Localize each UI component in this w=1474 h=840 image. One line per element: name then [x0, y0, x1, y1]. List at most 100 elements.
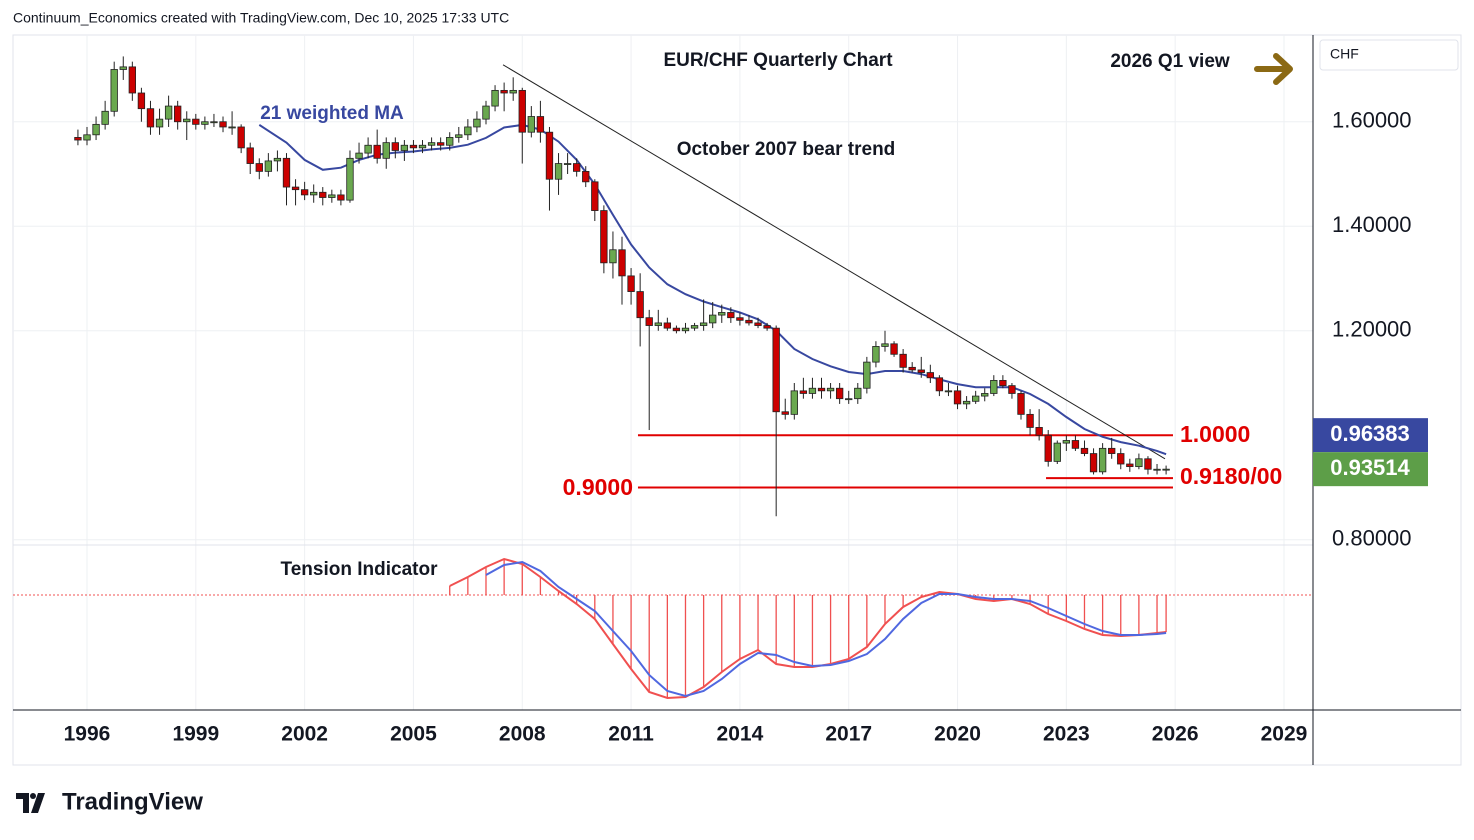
candle-body — [681, 327, 690, 332]
candle-body — [355, 152, 363, 159]
candle-body — [319, 191, 327, 198]
brand: TradingView — [62, 788, 203, 815]
candle-body — [636, 291, 644, 319]
candle-body — [899, 353, 907, 368]
candle-body — [455, 134, 463, 138]
candle-body — [1044, 434, 1052, 462]
x-tick-label: 1999 — [172, 723, 219, 746]
y-tick-label: 1.60000 — [1332, 108, 1412, 133]
candle-body — [745, 319, 753, 324]
candle-body — [509, 89, 517, 94]
level-label: 0.9000 — [563, 474, 633, 500]
candle-body — [1035, 427, 1043, 436]
view-arrow — [1254, 53, 1293, 85]
ma-label: 21 weighted MA — [260, 103, 404, 124]
candle-body — [264, 160, 273, 172]
candle-body — [101, 110, 109, 125]
candle-body — [1089, 453, 1098, 473]
candle-body — [962, 400, 971, 405]
candle-body — [926, 372, 934, 379]
candle-body — [1080, 447, 1089, 454]
candle-body — [255, 163, 263, 172]
candle-body — [763, 325, 771, 329]
candle-body — [727, 312, 735, 319]
candle-body — [972, 395, 980, 402]
candle-body — [164, 105, 173, 120]
candle-body — [718, 312, 726, 316]
candle-body — [1071, 440, 1080, 449]
currency-box — [1319, 39, 1459, 71]
candle-body — [210, 121, 218, 124]
logo — [16, 793, 45, 813]
candle-body — [192, 118, 200, 125]
candle-body — [228, 126, 236, 129]
candle-body — [328, 194, 336, 198]
candle-body — [754, 322, 762, 326]
candle-body — [373, 144, 381, 159]
candle-body — [119, 66, 127, 70]
plot — [13, 56, 1313, 700]
level-label: 1.0000 — [1180, 421, 1250, 447]
x-tick-label: 2020 — [934, 723, 981, 746]
candle-body — [872, 346, 880, 363]
ma-price-label: 0.96383 — [1330, 421, 1410, 446]
candle-body — [237, 126, 245, 149]
y-tick-label: 0.80000 — [1332, 526, 1412, 551]
candle-body — [1126, 463, 1134, 468]
candle-body — [300, 189, 309, 196]
candle-body — [600, 210, 608, 264]
candle-body — [826, 387, 835, 392]
candle-body — [917, 369, 925, 373]
candle-body — [1153, 468, 1161, 471]
candle-body — [582, 170, 590, 183]
candle-body — [908, 366, 916, 371]
candle-body — [609, 249, 617, 264]
candle-body — [881, 343, 889, 347]
candle-body — [346, 157, 354, 201]
candle-body — [709, 314, 717, 324]
indicator-title: Tension Indicator — [281, 559, 439, 580]
candle-body — [1162, 468, 1170, 471]
candle-body — [282, 157, 291, 188]
candle-body — [554, 163, 563, 180]
candle-body — [563, 163, 572, 165]
candle-body — [92, 123, 100, 136]
candle-body — [663, 322, 672, 329]
candle-body — [953, 390, 962, 405]
candle-body — [645, 317, 653, 326]
x-tick-label: 2014 — [717, 723, 764, 746]
candle-body — [799, 390, 808, 394]
candle-body — [890, 343, 898, 355]
candle-body — [155, 118, 164, 128]
chart-frame — [12, 34, 1462, 766]
candle-body — [654, 322, 662, 326]
candle-body — [382, 142, 390, 159]
candle-body — [183, 118, 191, 123]
chart-title: EUR/CHF Quarterly Chart — [663, 50, 893, 71]
candle-body — [1098, 447, 1107, 473]
x-tick-label: 2005 — [390, 723, 437, 746]
candle-body — [690, 325, 699, 329]
candle-body — [854, 387, 862, 400]
grid — [13, 35, 1313, 710]
y-tick-label: 1.40000 — [1332, 212, 1412, 237]
header: Continuum_Economics created with Trading… — [13, 10, 509, 26]
candle-body — [772, 327, 780, 413]
candle-body — [128, 66, 137, 94]
level-label: 0.9180/00 — [1180, 463, 1282, 489]
candle-body — [527, 116, 535, 133]
x-tick-label: 2026 — [1152, 723, 1199, 746]
indicator-line — [485, 560, 1167, 698]
candle-body — [627, 275, 635, 292]
candle-body — [935, 377, 944, 392]
currency-label: CHF — [1330, 46, 1359, 62]
candle-body — [781, 411, 789, 415]
ma-price-box — [1313, 418, 1428, 453]
candle-body — [74, 137, 82, 141]
logo-icon — [16, 793, 45, 813]
candle-body — [835, 387, 844, 400]
candle-body — [518, 89, 526, 133]
candle-body — [944, 390, 953, 393]
indicator-line — [449, 557, 1167, 700]
candle-body — [990, 379, 998, 394]
